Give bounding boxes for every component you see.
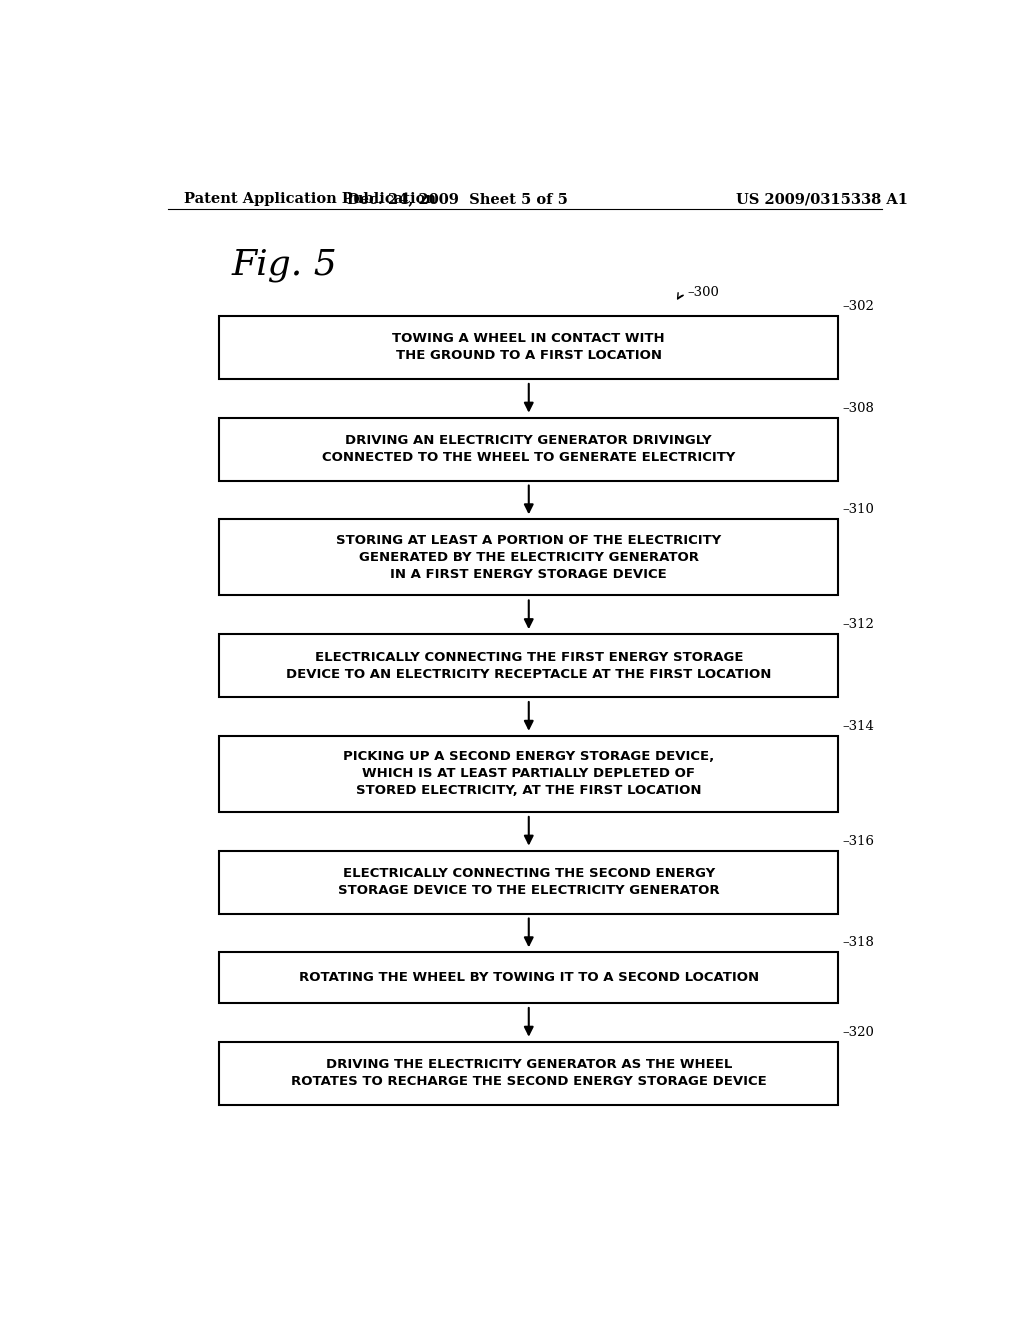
Text: TOWING A WHEEL IN CONTACT WITH
THE GROUND TO A FIRST LOCATION: TOWING A WHEEL IN CONTACT WITH THE GROUN…: [392, 333, 665, 363]
Text: US 2009/0315338 A1: US 2009/0315338 A1: [736, 191, 908, 206]
Bar: [219, 735, 839, 812]
Text: –316: –316: [842, 834, 874, 847]
Text: ELECTRICALLY CONNECTING THE FIRST ENERGY STORAGE
DEVICE TO AN ELECTRICITY RECEPT: ELECTRICALLY CONNECTING THE FIRST ENERGY…: [286, 651, 771, 681]
Bar: [219, 519, 839, 595]
Text: –300: –300: [687, 286, 720, 300]
Bar: [219, 634, 839, 697]
Text: –310: –310: [842, 503, 874, 516]
Bar: [219, 952, 839, 1003]
Bar: [219, 850, 839, 913]
Text: ROTATING THE WHEEL BY TOWING IT TO A SECOND LOCATION: ROTATING THE WHEEL BY TOWING IT TO A SEC…: [299, 972, 759, 985]
Text: –302: –302: [842, 300, 874, 313]
Text: –314: –314: [842, 719, 874, 733]
Text: –318: –318: [842, 936, 874, 949]
Text: DRIVING AN ELECTRICITY GENERATOR DRIVINGLY
CONNECTED TO THE WHEEL TO GENERATE EL: DRIVING AN ELECTRICITY GENERATOR DRIVING…: [323, 434, 735, 465]
Text: Dec. 24, 2009  Sheet 5 of 5: Dec. 24, 2009 Sheet 5 of 5: [347, 191, 567, 206]
Text: –312: –312: [842, 618, 874, 631]
Text: –308: –308: [842, 401, 874, 414]
Bar: [219, 315, 839, 379]
Text: STORING AT LEAST A PORTION OF THE ELECTRICITY
GENERATED BY THE ELECTRICITY GENER: STORING AT LEAST A PORTION OF THE ELECTR…: [336, 533, 721, 581]
Text: Patent Application Publication: Patent Application Publication: [183, 191, 435, 206]
Text: –320: –320: [842, 1026, 874, 1039]
Bar: [219, 417, 839, 480]
Text: PICKING UP A SECOND ENERGY STORAGE DEVICE,
WHICH IS AT LEAST PARTIALLY DEPLETED : PICKING UP A SECOND ENERGY STORAGE DEVIC…: [343, 750, 715, 797]
Text: ELECTRICALLY CONNECTING THE SECOND ENERGY
STORAGE DEVICE TO THE ELECTRICITY GENE: ELECTRICALLY CONNECTING THE SECOND ENERG…: [338, 867, 720, 898]
Bar: [219, 1041, 839, 1105]
Text: Fig. 5: Fig. 5: [231, 248, 337, 282]
Text: DRIVING THE ELECTRICITY GENERATOR AS THE WHEEL
ROTATES TO RECHARGE THE SECOND EN: DRIVING THE ELECTRICITY GENERATOR AS THE…: [291, 1059, 767, 1088]
